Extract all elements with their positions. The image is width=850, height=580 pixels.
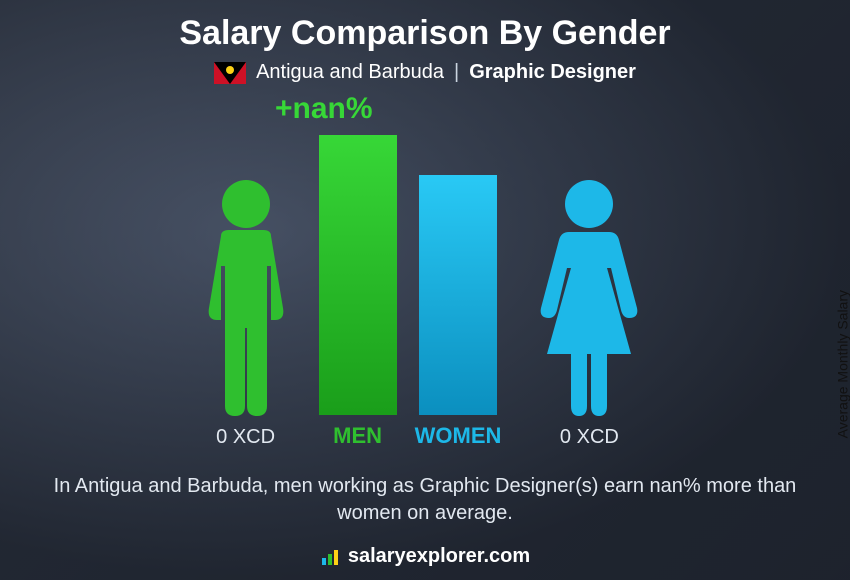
y-axis-label: Average Monthly Salary (834, 290, 850, 438)
women-label: WOMEN (415, 423, 502, 449)
country-label: Antigua and Barbuda (256, 61, 444, 84)
flag-icon (214, 62, 246, 84)
women-column: 0 XCD (519, 178, 659, 449)
pct-diff-label: +nan% (275, 92, 373, 126)
men-label: MEN (333, 423, 382, 449)
subtitle-row: Antigua and Barbuda | Graphic Designer (214, 61, 636, 84)
man-icon (191, 178, 301, 418)
men-bar (319, 135, 397, 415)
summary-text: In Antigua and Barbuda, men working as G… (45, 473, 805, 527)
logo-icon (320, 547, 340, 567)
chart-area: +nan% 0 XCD MEN WOMEN 0 XCD (0, 104, 850, 469)
women-bar (419, 175, 497, 415)
separator: | (454, 61, 459, 84)
woman-icon (519, 178, 659, 418)
job-label: Graphic Designer (469, 61, 636, 84)
women-bar-column: WOMEN (415, 175, 502, 449)
footer: salaryexplorer.com (320, 545, 530, 568)
site-label: salaryexplorer.com (348, 545, 530, 568)
men-value: 0 XCD (216, 426, 275, 449)
page-title: Salary Comparison By Gender (179, 14, 670, 53)
women-value: 0 XCD (560, 426, 619, 449)
men-column: 0 XCD (191, 178, 301, 449)
men-bar-column: MEN (319, 135, 397, 449)
